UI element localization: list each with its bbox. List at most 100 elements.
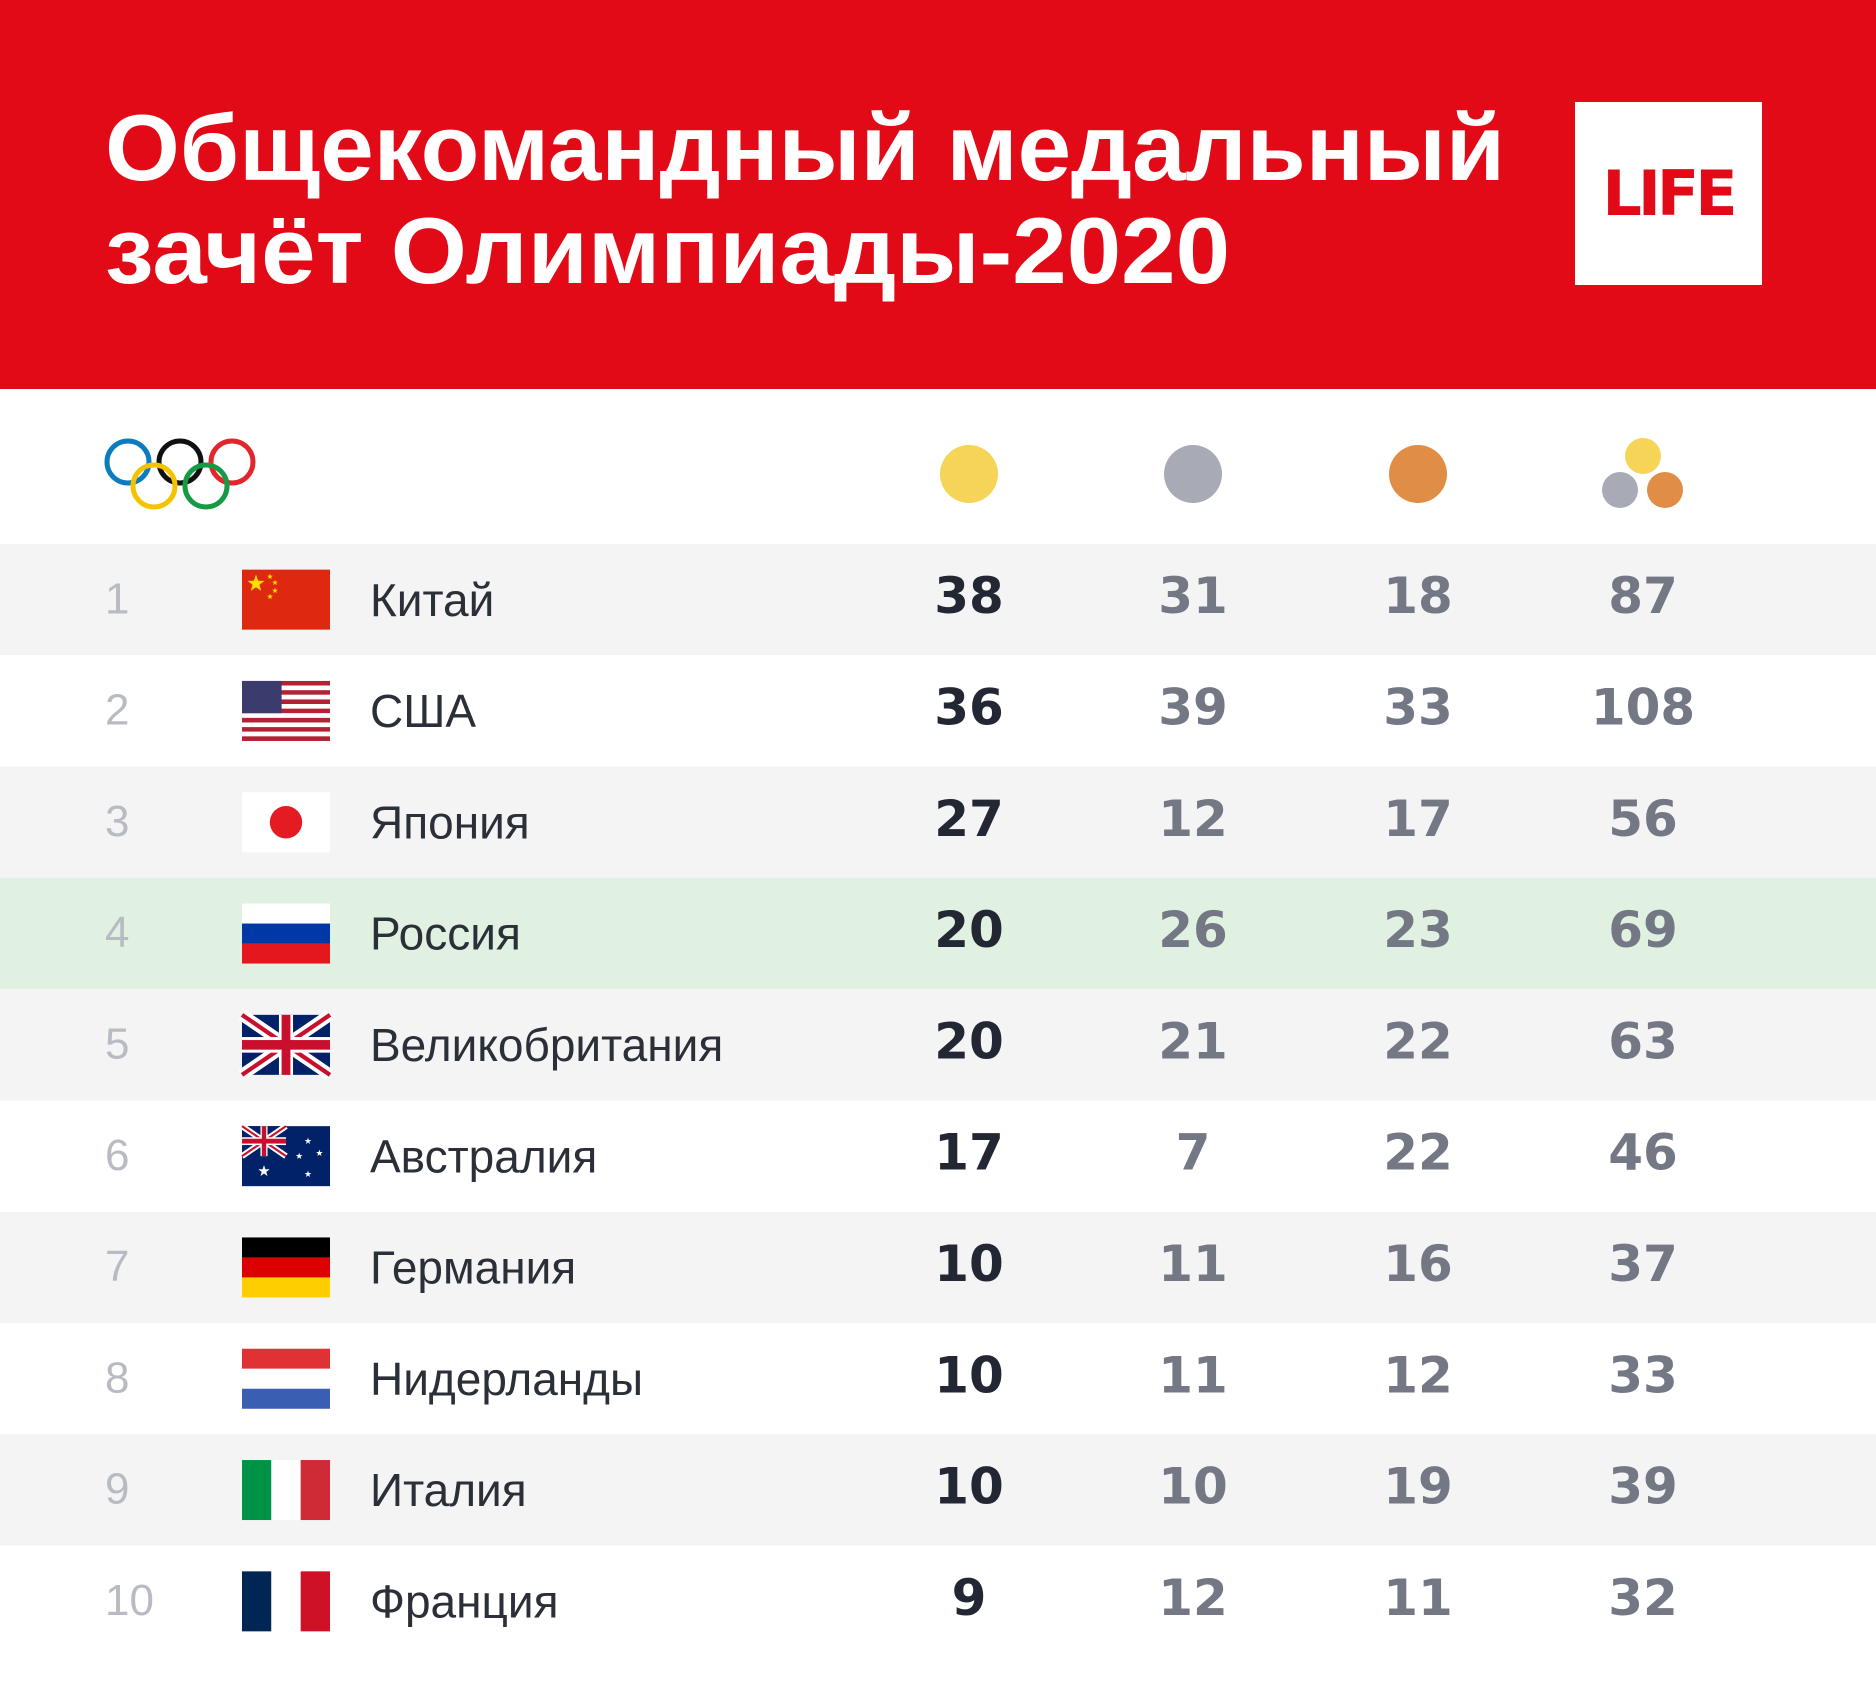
header-band (0, 0, 1876, 389)
flag (242, 1237, 330, 1298)
silver-count: 21 (1158, 1012, 1228, 1070)
bronze-count: 23 (1383, 901, 1453, 959)
silver-count: 7 (1176, 1124, 1211, 1182)
gold-count: 10 (934, 1235, 1004, 1293)
silver-count: 10 (1158, 1458, 1228, 1516)
olympic-rings (104, 438, 256, 510)
gold-icon (940, 445, 998, 503)
flag-part (242, 1368, 330, 1389)
flag (240, 1123, 330, 1187)
rank: 3 (105, 797, 129, 846)
logo-box (1575, 102, 1762, 285)
bronze-count: 11 (1383, 1569, 1453, 1627)
rank: 2 (105, 686, 129, 735)
total-count: 32 (1608, 1569, 1678, 1627)
gold-count: 27 (934, 790, 1004, 848)
bronze-count: 17 (1383, 790, 1453, 848)
flag-star (295, 1152, 303, 1159)
silver-count: 31 (1158, 567, 1228, 625)
flag-part (242, 1257, 330, 1278)
bronze-count: 16 (1383, 1235, 1453, 1293)
gold-count: 20 (934, 1012, 1004, 1070)
flag-part (271, 1571, 301, 1632)
total-count: 37 (1608, 1235, 1678, 1293)
flag (242, 1348, 330, 1409)
flag-part (242, 1571, 272, 1632)
table-row: 6 Австралия 17 7 22 46 (0, 1100, 1876, 1212)
silver-count: 11 (1158, 1235, 1228, 1293)
flag-part (271, 1460, 301, 1521)
flag-star (267, 573, 273, 580)
flag-part (242, 1237, 330, 1258)
flag-part (242, 1138, 286, 1144)
flag (238, 1009, 334, 1080)
gold-count: 10 (934, 1346, 1004, 1404)
flag-part (242, 713, 330, 718)
table-row: 8 Нидерланды 10 11 12 33 (0, 1323, 1876, 1435)
rank: 1 (105, 574, 129, 623)
total-count: 63 (1608, 1012, 1678, 1070)
rank: 5 (105, 1019, 129, 1068)
flag-part (269, 806, 303, 839)
table-row: 3 Япония 27 12 17 56 (0, 766, 1876, 878)
country: Великобритания (370, 1019, 723, 1071)
rank: 8 (105, 1353, 129, 1402)
gold-count: 10 (934, 1458, 1004, 1516)
flag (242, 569, 330, 630)
flag-part (242, 699, 330, 705)
country: Франция (370, 1576, 559, 1628)
flag-part (242, 1388, 330, 1409)
table-row: 9 Италия 10 10 19 39 (0, 1434, 1876, 1546)
flag-part (242, 903, 330, 924)
flag-part (242, 731, 330, 737)
gold-count: 20 (934, 901, 1004, 959)
bronze-count: 12 (1383, 1346, 1453, 1404)
country: Германия (370, 1242, 576, 1294)
flag (242, 1460, 330, 1521)
country: Италия (370, 1464, 527, 1516)
gold-count: 17 (934, 1124, 1004, 1182)
flag-star (272, 579, 278, 586)
flag-part (300, 1460, 330, 1521)
table-row: 10 Франция 9 12 11 32 (0, 1545, 1876, 1657)
total-count: 56 (1608, 790, 1678, 848)
flag-star (304, 1137, 312, 1144)
flag-star (247, 574, 265, 591)
flag-part (242, 704, 330, 709)
total-count: 33 (1608, 1346, 1678, 1404)
bronze-count: 19 (1383, 1458, 1453, 1516)
total-count: 39 (1608, 1458, 1678, 1516)
flag-part (242, 690, 330, 695)
flag-part (242, 1460, 272, 1521)
rank: 9 (105, 1465, 129, 1514)
total-count: 46 (1608, 1124, 1678, 1182)
flag (242, 792, 330, 853)
title-line: Общекомандный медальный (105, 95, 1505, 200)
gold-count: 36 (934, 678, 1004, 736)
table-row: 4 Россия 20 26 23 69 (0, 877, 1876, 990)
table-row: 7 Германия 10 11 16 37 (0, 1211, 1876, 1324)
bronze-icon (1389, 445, 1447, 503)
flag-part (242, 680, 282, 714)
flag-part (242, 1277, 330, 1298)
rank: 10 (105, 1576, 154, 1625)
flag-star (272, 587, 278, 594)
flag-part (242, 727, 330, 732)
rank: 4 (105, 908, 129, 957)
bronze-count: 33 (1383, 678, 1453, 736)
flag-part (242, 722, 330, 728)
gold-count: 38 (934, 567, 1004, 625)
silver-icon (1164, 445, 1222, 503)
table-row: 1 Китай 38 31 18 87 (0, 544, 1876, 656)
bronze-count: 22 (1383, 1124, 1453, 1182)
table-row: 5 Великобритания 20 21 22 63 (0, 989, 1876, 1101)
silver-count: 39 (1158, 678, 1228, 736)
flag-star (267, 593, 273, 600)
silver-count: 11 (1158, 1346, 1228, 1404)
logo: LIFE (1602, 157, 1733, 230)
flag-part (300, 1571, 330, 1632)
flag-part (242, 680, 330, 686)
flag (242, 1571, 330, 1632)
